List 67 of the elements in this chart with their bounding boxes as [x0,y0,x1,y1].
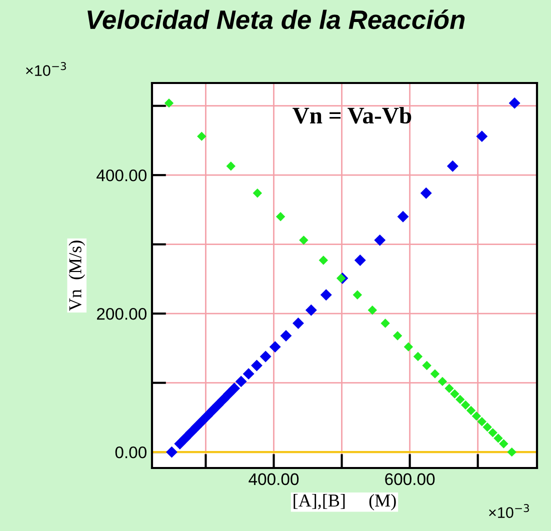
point [420,187,432,199]
point [404,342,414,352]
point [446,160,458,172]
point [352,290,362,300]
point [226,161,236,171]
point [422,360,432,370]
text: ×10$^{−3}$ [489,504,529,518]
point [318,256,328,265]
point [252,188,262,198]
point [269,341,281,353]
point [477,417,487,426]
y-axis-title: Vn (M/s) [68,240,86,311]
point [438,376,448,386]
point [228,382,240,394]
point [197,132,206,141]
point [460,400,470,410]
point [164,98,174,108]
point [260,350,272,362]
point [185,426,196,438]
point [320,289,332,301]
point [397,210,409,222]
point [494,434,503,443]
y-tick-label: 0.00 [115,446,146,458]
point [174,438,186,450]
point [223,388,235,400]
point [472,411,482,421]
x-tick-label: 600.00 [385,473,435,486]
point [276,212,286,222]
point [392,331,402,340]
point [354,254,366,266]
point [280,330,292,342]
point [166,446,178,458]
point [368,306,377,315]
point [450,389,460,399]
point [180,432,192,444]
point [413,352,423,362]
point [218,394,230,406]
point [212,399,224,411]
point [466,406,476,416]
annotation: Vn = Va-Vb [292,106,412,124]
chart-title: Velocidad Neta de la Reacción [88,9,465,30]
point [482,422,492,432]
y-tick-label: 200.00 [97,308,146,320]
point [292,318,304,330]
point [374,234,386,246]
point [235,376,247,388]
point [196,416,208,428]
point [499,439,508,448]
point [456,394,465,404]
point [507,447,516,457]
point [251,360,262,372]
point [305,304,317,316]
y-tick-label: 400.00 [96,169,146,182]
point [299,236,308,245]
point [206,404,218,416]
point [488,428,498,438]
point [476,130,488,142]
point [242,368,254,380]
x-axis-title: [A],[B] (M) [294,494,396,510]
point [190,421,202,433]
text: ×10$^{−3}$ [26,62,66,76]
point [430,369,440,378]
point [336,274,346,283]
point [201,410,213,422]
point [508,97,520,109]
point [444,384,454,393]
point [380,318,390,328]
